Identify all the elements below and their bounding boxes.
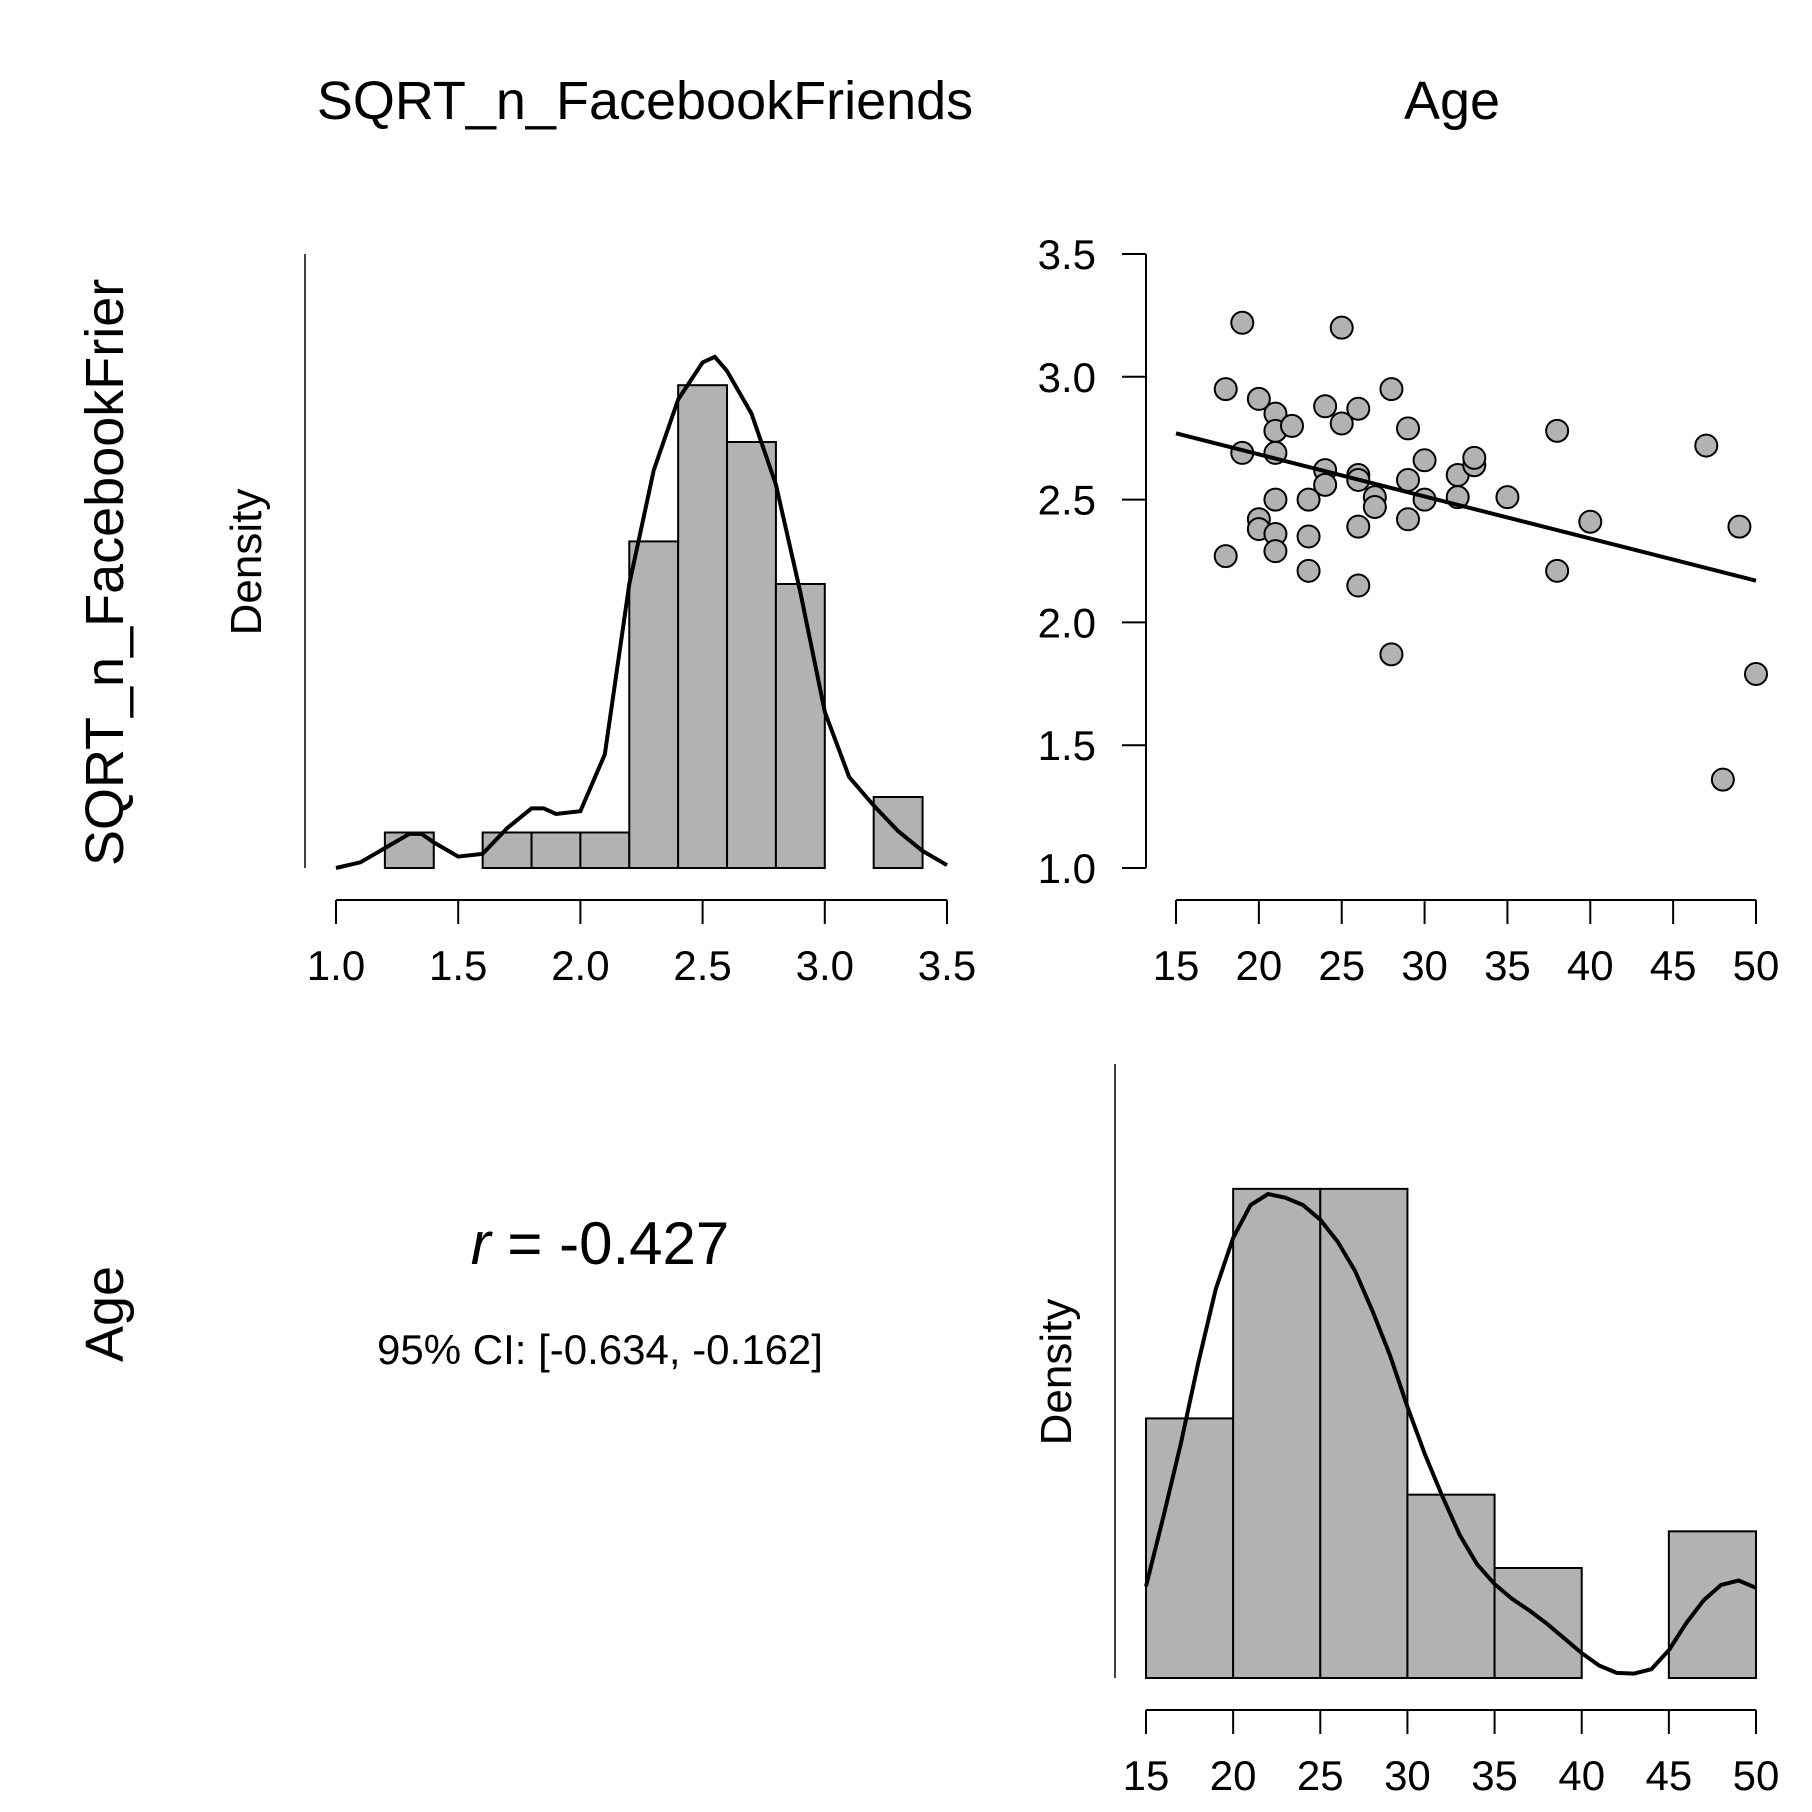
y-tick-label-0: 1.0 [1038, 845, 1096, 892]
scatter-point-12 [1263, 539, 1288, 564]
histogram-bar-6 [677, 384, 729, 869]
scatter-point-30 [1379, 642, 1404, 667]
x-tick-label-6: 45 [1645, 1752, 1692, 1799]
scatter-point-2 [1230, 310, 1255, 335]
confidence-interval: 95% CI: [-0.634, -0.162] [377, 1326, 823, 1373]
histogram-bar-2 [481, 831, 533, 869]
r-symbol: r [471, 1210, 493, 1277]
y-tick-label-4: 3.0 [1038, 354, 1096, 401]
scatter-point-31 [1396, 416, 1420, 441]
r-value: = -0.427 [491, 1210, 730, 1277]
x-tick-label-2: 2.0 [551, 942, 609, 989]
column-title-sqrt-facebook-friends: SQRT_n_FacebookFriends [317, 71, 973, 131]
density-axis-label: Density [222, 489, 271, 636]
histogram-bar-4 [1493, 1567, 1583, 1679]
x-tick-label-5: 40 [1558, 1752, 1605, 1799]
scatter-point-14 [1296, 487, 1321, 512]
scatter-point-15 [1296, 524, 1321, 549]
histogram-bar-2 [1319, 1187, 1409, 1680]
scatter-point-26 [1346, 573, 1371, 598]
density-curve [1144, 1191, 1757, 1676]
scatter-point-39 [1462, 445, 1487, 470]
x-tick-label-3: 30 [1401, 942, 1448, 989]
y-tick-label-2: 2.0 [1038, 599, 1096, 646]
scatter-point-4 [1246, 386, 1271, 411]
scatter-point-29 [1379, 377, 1404, 402]
x-tick-label-2: 25 [1318, 942, 1365, 989]
scatter-point-33 [1396, 507, 1420, 532]
scatter-point-32 [1396, 467, 1420, 492]
scatter-point-0 [1213, 377, 1238, 402]
row-label-sqrt-facebook-friends: SQRT_n_FacebookFrier [75, 279, 135, 866]
x-tick-label-5: 3.5 [918, 942, 976, 989]
scatter-point-21 [1329, 411, 1354, 436]
histogram-bar-1 [1232, 1187, 1322, 1680]
x-tick-label-7: 50 [1733, 942, 1780, 989]
scatter-point-1 [1213, 544, 1238, 569]
y-tick-label-1: 1.5 [1038, 722, 1096, 769]
histogram-bar-8 [774, 583, 826, 869]
scatter-point-22 [1346, 396, 1371, 421]
x-tick-label-4: 35 [1471, 1752, 1518, 1799]
histogram-bar-7 [726, 441, 777, 869]
histogram-bar-3 [530, 831, 582, 869]
x-tick-label-0: 15 [1123, 1752, 1170, 1799]
x-tick-label-2: 25 [1297, 1752, 1344, 1799]
scatter-point-28 [1362, 494, 1387, 519]
x-tick-label-4: 35 [1484, 942, 1531, 989]
column-title-age: Age [1404, 71, 1500, 131]
histogram-bar-3 [1406, 1493, 1496, 1679]
correlation-coefficient: r = -0.427 [471, 1210, 730, 1277]
x-tick-label-4: 3.0 [796, 942, 854, 989]
scatter-age-vs-sqrt-facebook-friends: 1.0 1.5 2.0 2.5 3.0 3.5 15 20 25 30 35 40 45 50 [1038, 231, 1780, 989]
row-label-age: Age [75, 1266, 135, 1362]
regression-line [1175, 431, 1757, 583]
scatter-point-20 [1329, 315, 1354, 340]
histogram-age: Density 15 20 25 30 35 40 45 50 [1032, 1064, 1779, 1799]
x-tick-label-0: 15 [1153, 942, 1200, 989]
scatter-point-44 [1694, 433, 1719, 458]
y-tick-label-3: 2.5 [1038, 477, 1096, 524]
scatter-point-43 [1578, 509, 1603, 534]
scatter-point-25 [1346, 514, 1371, 539]
scatter-point-46 [1727, 514, 1752, 539]
scatter-point-47 [1744, 661, 1768, 686]
scatter-point-40 [1495, 485, 1520, 510]
x-tick-label-1: 20 [1235, 942, 1282, 989]
scatter-point-13 [1280, 413, 1304, 438]
scatter-point-19 [1313, 472, 1338, 497]
x-tick-label-0: 1.0 [307, 942, 365, 989]
histogram-bar-0 [1145, 1417, 1235, 1680]
scatter-point-10 [1263, 487, 1288, 512]
y-tick-label-5: 3.5 [1038, 231, 1096, 278]
x-tick-label-6: 45 [1650, 942, 1697, 989]
histogram-bar-6 [1667, 1530, 1758, 1680]
x-tick-label-1: 1.5 [429, 942, 487, 989]
x-tick-label-7: 50 [1733, 1752, 1780, 1799]
x-tick-label-5: 40 [1567, 942, 1614, 989]
x-tick-label-3: 2.5 [673, 942, 731, 989]
histogram-bar-4 [579, 831, 631, 869]
scatter-point-45 [1710, 767, 1735, 792]
scatter-point-42 [1545, 558, 1570, 583]
x-tick-label-3: 30 [1384, 1752, 1431, 1799]
scatter-point-17 [1313, 394, 1338, 419]
density-axis-label: Density [1032, 1299, 1081, 1446]
scatter-point-41 [1545, 418, 1570, 443]
scatter-point-16 [1296, 558, 1321, 583]
density-curve [335, 354, 949, 870]
x-tick-label-1: 20 [1210, 1752, 1257, 1799]
scatter-point-34 [1412, 448, 1437, 473]
histogram-sqrt-facebook-friends: Density 1.0 1.5 2.0 2.5 3.0 3.5 [222, 254, 976, 989]
histogram-bar-5 [628, 540, 680, 870]
